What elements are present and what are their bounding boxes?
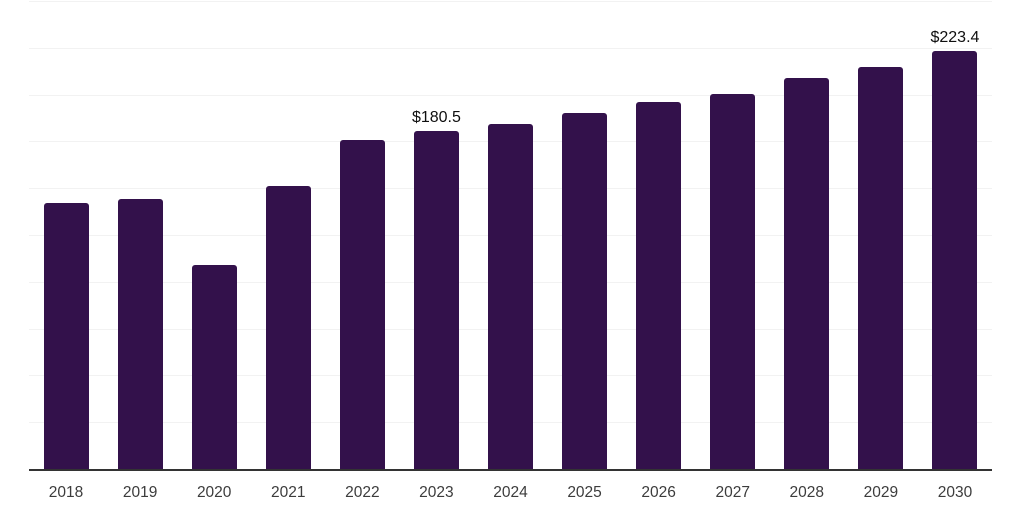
bar-2030 bbox=[932, 50, 978, 469]
bar-2022 bbox=[339, 139, 385, 469]
bar-2023 bbox=[413, 131, 459, 469]
x-tick-2025: 2025 bbox=[567, 484, 602, 501]
bar-2029 bbox=[858, 66, 904, 469]
x-tick-2023: 2023 bbox=[419, 484, 454, 501]
x-tick-2029: 2029 bbox=[863, 484, 899, 501]
x-tick-2019: 2019 bbox=[122, 484, 158, 501]
x-tick-2027: 2027 bbox=[715, 484, 750, 501]
bar-2027 bbox=[710, 93, 756, 469]
x-tick-2024: 2024 bbox=[493, 484, 528, 501]
bar-2025 bbox=[562, 113, 608, 469]
x-tick-2026: 2026 bbox=[641, 484, 676, 501]
bar-2028 bbox=[784, 77, 830, 469]
bar-2024 bbox=[488, 123, 533, 469]
bar-2026 bbox=[636, 102, 682, 469]
bar-2020 bbox=[191, 264, 237, 469]
x-tick-2018: 2018 bbox=[48, 484, 84, 501]
bar-2019 bbox=[117, 198, 163, 469]
bar-2018 bbox=[43, 203, 89, 469]
gridline-200 bbox=[29, 94, 992, 96]
gridline-225 bbox=[29, 47, 992, 49]
x-tick-2020: 2020 bbox=[196, 484, 232, 501]
data-label-2030: $223.4 bbox=[930, 28, 980, 46]
bar-2021 bbox=[265, 186, 311, 469]
x-tick-2028: 2028 bbox=[789, 484, 825, 501]
data-label-2023: $180.5 bbox=[411, 109, 461, 127]
gridline-250 bbox=[29, 1, 992, 2]
x-tick-2021: 2021 bbox=[271, 484, 306, 501]
plot-area: $180.5 $223.4 bbox=[29, 1, 992, 471]
x-tick-2022: 2022 bbox=[345, 484, 380, 501]
x-tick-2030: 2030 bbox=[937, 484, 973, 501]
